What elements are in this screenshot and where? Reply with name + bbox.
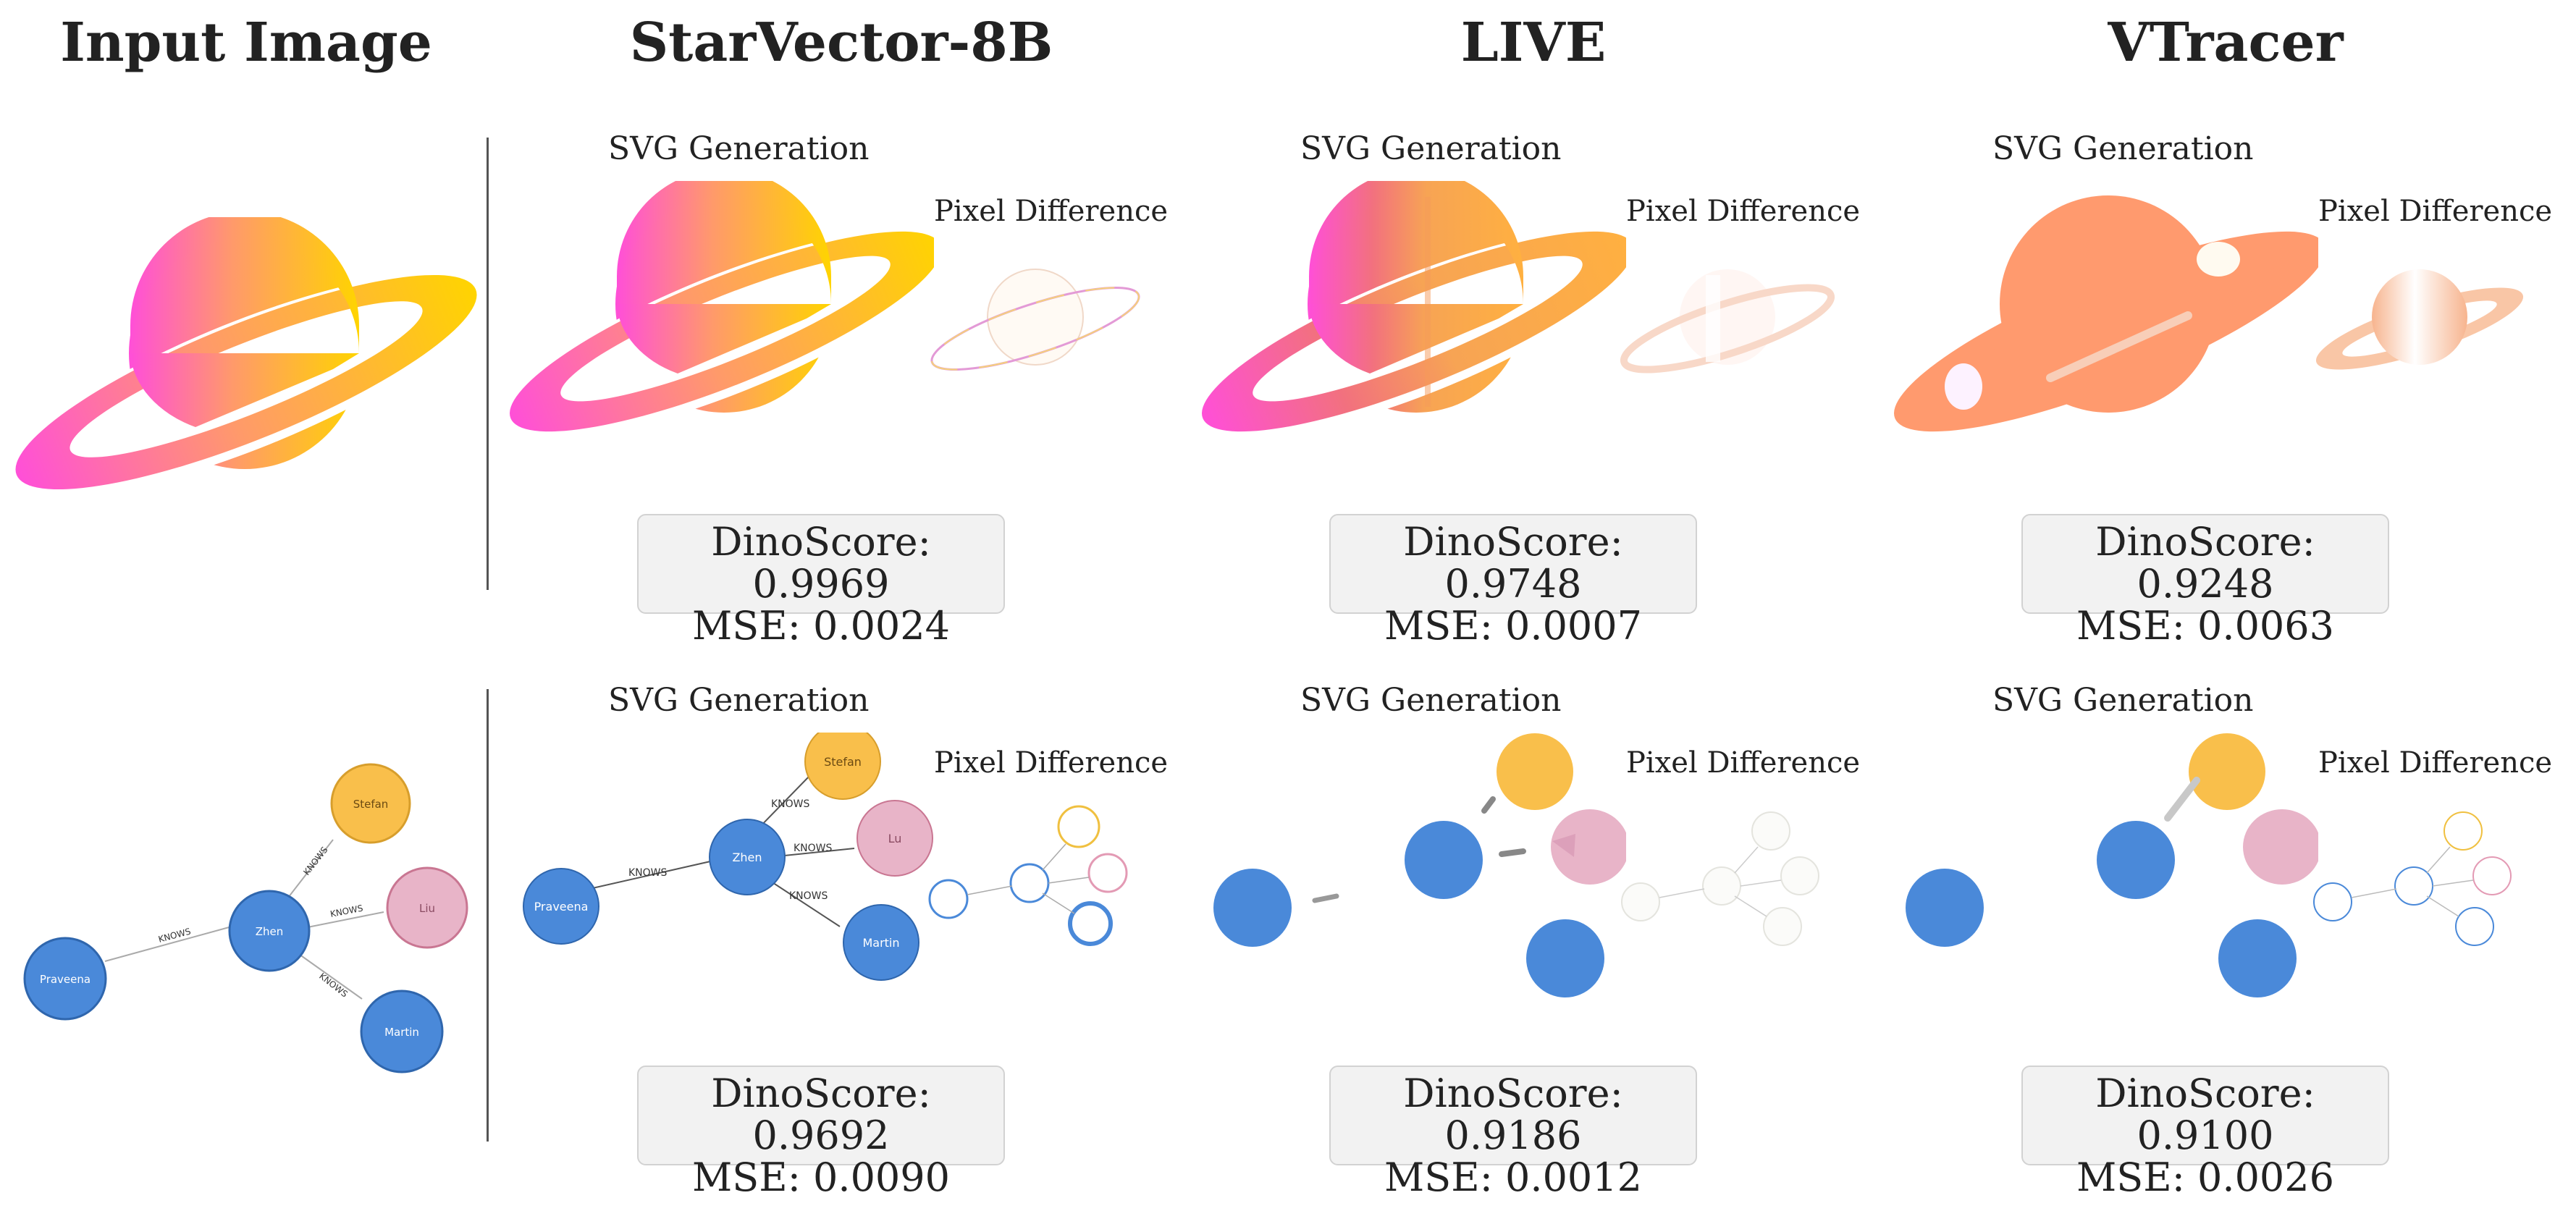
node-label-martin: Martin — [384, 1026, 419, 1039]
dino-score: DinoScore: 0.9100 — [2095, 1071, 2315, 1158]
score-box: DinoScore: 0.9248 MSE: 0.0063 — [2021, 514, 2389, 647]
mse-score: MSE: 0.0012 — [1384, 1155, 1642, 1200]
column-title-live: LIVE — [1460, 12, 1607, 74]
node-label-praveena: Praveena — [534, 900, 589, 914]
svg-generation-label: SVG Generation — [608, 682, 870, 719]
pixel-difference-planet — [927, 253, 1144, 398]
dino-score: DinoScore: 0.9186 — [1403, 1071, 1623, 1158]
pixel-difference-graph — [2311, 805, 2528, 964]
score-box: DinoScore: 0.9969 MSE: 0.0024 — [637, 514, 1005, 647]
gen-edge-label: KNOWS — [789, 890, 828, 902]
node-label-liu: Liu — [419, 902, 435, 915]
pixel-difference-label: Pixel Difference — [934, 195, 1169, 228]
mse-score: MSE: 0.0024 — [691, 603, 950, 649]
pixel-difference-planet — [2311, 253, 2528, 398]
generated-svg-planet — [1884, 181, 2318, 456]
svg-generation-label: SVG Generation — [1992, 130, 2254, 167]
row1-divider — [487, 138, 489, 590]
result-panel-starvector-planet: SVG Generation Pixel Difference DinoScor… — [500, 130, 1192, 680]
node-label-praveena: Praveena — [40, 973, 91, 986]
mse-score: MSE: 0.0007 — [1384, 603, 1642, 649]
score-box: DinoScore: 0.9100 MSE: 0.0026 — [2021, 1066, 2389, 1199]
pixel-difference-graph — [1619, 805, 1836, 964]
gen-edge-label: KNOWS — [628, 867, 668, 879]
generated-svg-planet — [500, 181, 934, 456]
node-label-lu: Lu — [888, 832, 902, 845]
result-panel-vtracer-graph: SVG Generation Pixel Difference — [1884, 682, 2576, 1232]
column-title-vtracer: VTracer — [2108, 12, 2344, 74]
input-image-planet — [14, 217, 478, 499]
result-panel-vtracer-planet: SVG Generation Pixel Difference DinoScor… — [1884, 130, 2576, 680]
node-label-martin: Martin — [862, 936, 899, 950]
node-label-stefan: Stefan — [353, 798, 389, 811]
pixel-difference-label: Pixel Difference — [2318, 195, 2553, 228]
generated-svg-planet — [1192, 181, 1626, 456]
pixel-difference-label: Pixel Difference — [1626, 195, 1861, 228]
result-panel-live-planet: SVG Generation Pixel Difference DinoScor… — [1192, 130, 1884, 680]
node-label-zhen: Zhen — [256, 925, 284, 938]
svg-generation-label: SVG Generation — [1300, 682, 1562, 719]
column-title-input: Input Image — [60, 12, 432, 74]
gen-edge-label: KNOWS — [771, 798, 810, 810]
pixel-difference-planet — [1619, 253, 1836, 398]
dino-score: DinoScore: 0.9692 — [711, 1071, 931, 1158]
node-label-zhen: Zhen — [732, 851, 762, 864]
row2-divider — [487, 689, 489, 1142]
result-panel-live-graph: SVG Generation Pixel Difference — [1192, 682, 1884, 1232]
dino-score: DinoScore: 0.9748 — [1403, 519, 1623, 607]
input-edge-label: KNOWS — [301, 845, 329, 877]
node-label-stefan: Stefan — [824, 755, 862, 769]
generated-svg-graph — [1192, 733, 1626, 1008]
input-edge-label: KNOWS — [317, 971, 350, 999]
dino-score: DinoScore: 0.9969 — [711, 519, 931, 607]
pixel-difference-label: Pixel Difference — [934, 746, 1169, 780]
result-panel-starvector-graph: SVG Generation Pixel Difference KNOWS KN… — [500, 682, 1192, 1232]
pixel-difference-graph — [927, 805, 1144, 964]
generated-svg-graph: KNOWS KNOWS KNOWS KNOWS Stefan Lu Zhen P… — [500, 733, 934, 1008]
dino-score: DinoScore: 0.9248 — [2095, 519, 2315, 607]
pixel-difference-label: Pixel Difference — [1626, 746, 1861, 780]
input-image-graph: KNOWS KNOWS KNOWS KNOWS Stefan Liu Zhen … — [14, 738, 478, 1086]
mse-score: MSE: 0.0063 — [2076, 603, 2334, 649]
svg-generation-label: SVG Generation — [1992, 682, 2254, 719]
generated-svg-graph — [1884, 733, 2318, 1008]
svg-generation-label: SVG Generation — [608, 130, 870, 167]
pixel-difference-label: Pixel Difference — [2318, 746, 2553, 780]
score-box: DinoScore: 0.9692 MSE: 0.0090 — [637, 1066, 1005, 1199]
mse-score: MSE: 0.0026 — [2076, 1155, 2334, 1200]
score-box: DinoScore: 0.9186 MSE: 0.0012 — [1329, 1066, 1697, 1199]
gen-edge-label: KNOWS — [794, 843, 833, 854]
mse-score: MSE: 0.0090 — [691, 1155, 950, 1200]
svg-generation-label: SVG Generation — [1300, 130, 1562, 167]
column-title-starvector: StarVector-8B — [629, 12, 1053, 74]
score-box: DinoScore: 0.9748 MSE: 0.0007 — [1329, 514, 1697, 647]
